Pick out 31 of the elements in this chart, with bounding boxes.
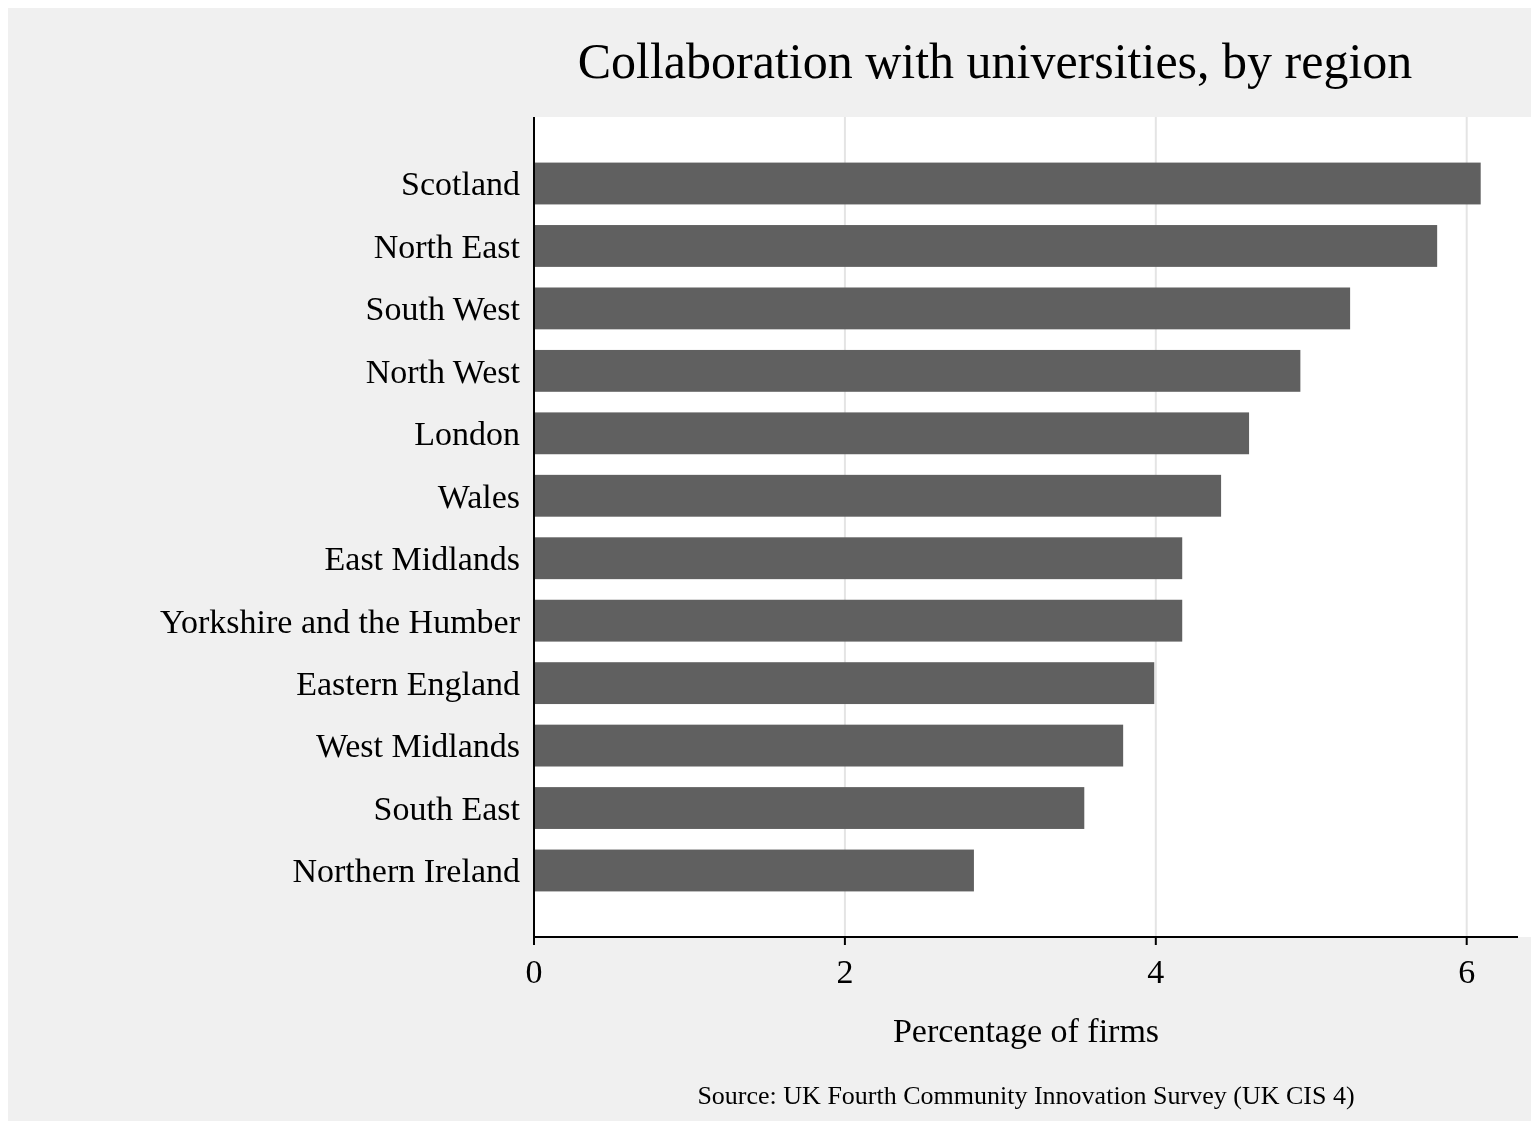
y-tick-label: Scotland [401, 165, 520, 203]
x-tick-label: 0 [525, 953, 543, 990]
source-note: Source: UK Fourth Community Innovation Survey (UK CIS 4) [697, 1081, 1355, 1110]
bar [534, 537, 1183, 580]
x-tick-label: 6 [1458, 953, 1476, 990]
y-tick-label: London [414, 415, 520, 453]
y-tick-label: North East [373, 227, 521, 265]
bar [534, 225, 1438, 267]
bar [534, 787, 1085, 829]
x-axis-title: Percentage of firms [892, 1012, 1160, 1049]
bar [534, 599, 1183, 642]
bar [534, 349, 1301, 392]
bar [534, 412, 1250, 455]
y-tick-label: South East [373, 789, 521, 827]
y-tick-label: Wales [437, 477, 520, 515]
y-tick-label: Eastern England [296, 665, 520, 703]
bar [534, 162, 1481, 205]
bar [534, 724, 1124, 767]
y-tick-label: South West [365, 290, 521, 328]
bar [534, 662, 1155, 705]
x-tick-label: 2 [836, 953, 854, 990]
x-tick-label: 4 [1147, 953, 1165, 990]
y-tick-label: West Midlands [315, 727, 520, 765]
chart-title: Collaboration with universities, by region [577, 33, 1413, 89]
y-tick-label: North West [365, 352, 521, 390]
y-tick-label: Northern Ireland [292, 852, 520, 890]
bar [534, 474, 1222, 517]
y-tick-label: East Midlands [324, 540, 520, 578]
bar [534, 287, 1351, 330]
bar [534, 849, 974, 892]
y-tick-label: Yorkshire and the Humber [159, 602, 521, 640]
